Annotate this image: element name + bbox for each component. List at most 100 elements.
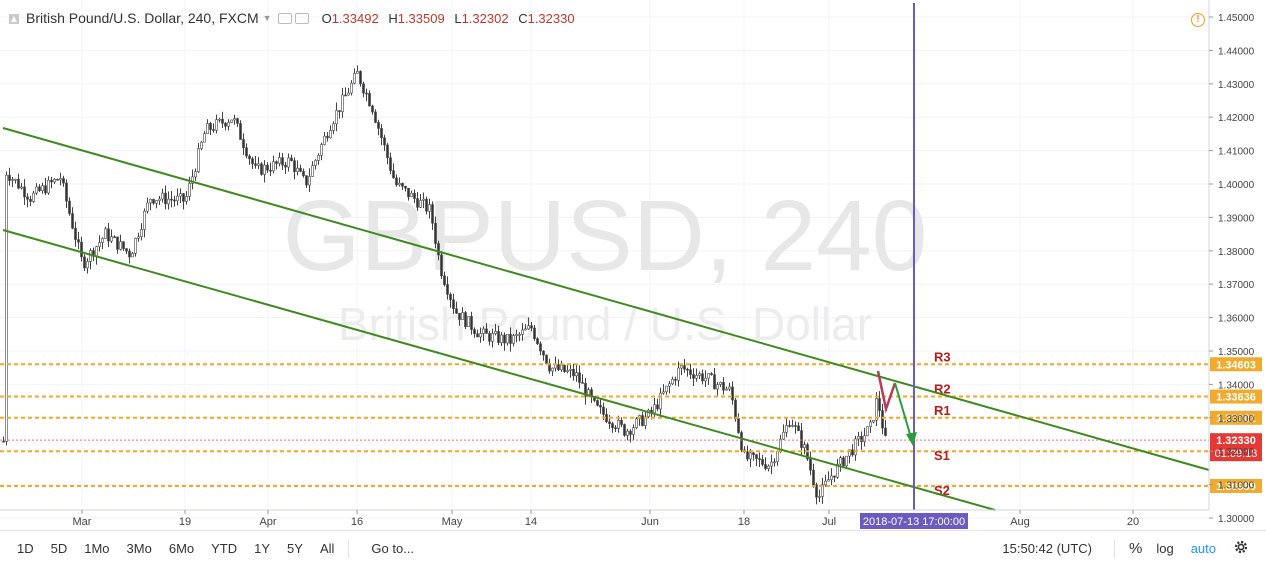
candle-body — [836, 463, 839, 478]
candle-body — [44, 185, 47, 194]
candle-body — [686, 368, 689, 371]
candle-body — [755, 454, 758, 459]
warning-icon[interactable]: ! — [1191, 13, 1205, 27]
candle-body — [35, 186, 38, 194]
candle-body — [596, 400, 599, 406]
timeframe-1d[interactable]: 1D — [17, 541, 34, 556]
candle-body — [23, 186, 26, 198]
candle-body — [32, 192, 35, 202]
last-price-text: 1.32330 — [1216, 435, 1256, 447]
candle-body — [701, 373, 704, 382]
gear-icon[interactable] — [1233, 539, 1249, 558]
candle-body — [635, 418, 638, 429]
candle-body — [848, 449, 851, 457]
candle-body — [545, 354, 548, 364]
timeframe-3mo[interactable]: 3Mo — [126, 541, 152, 556]
candle-body — [467, 316, 470, 328]
candle-body — [365, 92, 368, 95]
candle-body — [17, 178, 20, 189]
watermark-symbol: GBPUSD, 240 — [283, 180, 928, 292]
candle-body — [287, 157, 290, 168]
price-axis-label: 1.42000 — [1218, 113, 1255, 124]
chart-area[interactable]: GBPUSD, 240 British Pound / U.S. Dollar R3… — [0, 0, 1266, 530]
price-axis-label: 1.45000 — [1218, 13, 1255, 24]
candle-body — [170, 198, 173, 201]
timeframe-6mo[interactable]: 6Mo — [168, 541, 195, 556]
candle-body — [338, 110, 341, 112]
symbol-logo-icon — [8, 12, 20, 24]
candle-body — [770, 461, 773, 467]
candle-body — [233, 118, 236, 121]
candle-body — [671, 378, 674, 385]
candle-body — [302, 171, 305, 176]
candle-body — [143, 210, 146, 230]
low-value: 1.32302 — [461, 10, 509, 26]
candle-body — [644, 416, 647, 426]
candle-body — [515, 334, 518, 336]
candle-body — [773, 461, 776, 464]
auto-scale-toggle[interactable]: auto — [1190, 541, 1216, 556]
time-axis-label: 14 — [525, 516, 537, 528]
settings-icon[interactable] — [277, 12, 292, 24]
price-axis-label: 1.34000 — [1218, 380, 1255, 391]
candle-body — [410, 192, 413, 198]
candle-body — [356, 71, 359, 74]
candle-body — [14, 178, 17, 181]
open-label: O — [321, 10, 332, 26]
candle-body — [602, 406, 605, 415]
candle-body — [239, 123, 242, 140]
timeframe-all[interactable]: All — [319, 541, 335, 556]
candle-body — [857, 436, 860, 440]
candle-body — [350, 82, 353, 94]
timeframe-ytd[interactable]: YTD — [211, 541, 238, 556]
candle-body — [875, 398, 878, 421]
candle-body — [398, 183, 401, 186]
candle-body — [584, 383, 587, 397]
timeframe-1y[interactable]: 1Y — [254, 541, 271, 556]
candle-body — [767, 465, 770, 469]
candle-body — [362, 83, 365, 94]
candle-body — [530, 325, 533, 329]
candle-body — [455, 308, 458, 314]
candle-body — [632, 427, 635, 435]
candle-body — [77, 239, 80, 243]
candle-body — [719, 382, 722, 385]
candle-body — [818, 496, 821, 498]
candle-body — [860, 436, 863, 442]
candle-body — [86, 261, 89, 269]
candle-body — [38, 186, 41, 192]
candle-body — [347, 92, 350, 96]
candle-body — [386, 144, 389, 159]
log-toggle[interactable]: log — [1156, 541, 1174, 556]
timeframe-5d[interactable]: 5D — [50, 541, 68, 556]
candle-body — [470, 316, 473, 330]
candle-body — [830, 475, 833, 480]
symbol-title[interactable]: British Pound/U.S. Dollar, 240, FXCM — [26, 10, 259, 26]
candle-body — [437, 243, 440, 256]
timeframe-5y[interactable]: 5Y — [287, 541, 303, 556]
candle-body — [278, 157, 281, 164]
candle-body — [428, 204, 431, 212]
candle-body — [188, 183, 191, 197]
visibility-icon[interactable] — [294, 12, 309, 24]
candle-body — [581, 382, 584, 384]
timeframe-1mo[interactable]: 1Mo — [84, 541, 110, 556]
candle-body — [572, 368, 575, 377]
candle-body — [698, 373, 701, 376]
candle-body — [776, 451, 779, 463]
level-label-r3: R3 — [934, 349, 951, 364]
chevron-down-icon[interactable]: ▼ — [262, 13, 272, 23]
last-price-tag — [1210, 433, 1262, 462]
price-axis-label: 1.44000 — [1218, 46, 1255, 57]
candle-body — [803, 444, 806, 448]
time-axis-label: Aug — [1010, 516, 1030, 528]
utc-clock[interactable]: 15:50:42 (UTC) — [1002, 541, 1092, 556]
candle-body — [575, 372, 578, 377]
goto-button[interactable]: Go to... — [371, 541, 415, 556]
candle-body — [323, 135, 326, 145]
chart-canvas[interactable]: GBPUSD, 240 British Pound / U.S. Dollar R3… — [0, 0, 1266, 530]
candle-body — [695, 375, 698, 379]
candle-body — [422, 198, 425, 201]
percent-toggle[interactable]: % — [1128, 540, 1143, 557]
time-axis-label: 18 — [738, 516, 750, 528]
